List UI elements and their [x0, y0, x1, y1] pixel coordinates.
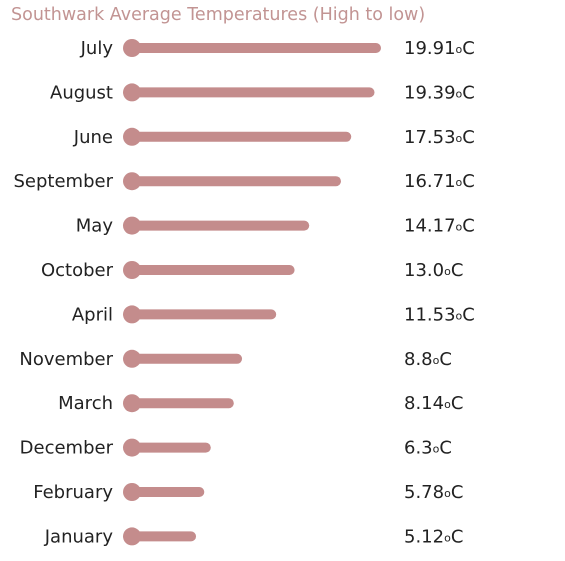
- category-label-july: July: [80, 38, 114, 59]
- value-number: 8.14: [404, 393, 444, 414]
- value-label-october: 13.0oC: [404, 260, 463, 281]
- category-label-august: August: [50, 82, 113, 103]
- value-number: 19.91: [404, 38, 456, 59]
- value-number: 19.39: [404, 82, 456, 103]
- value-number: 5.78: [404, 482, 444, 503]
- degree-symbol: o: [444, 487, 451, 500]
- value-label-august: 19.39oC: [404, 82, 475, 103]
- value-number: 16.71: [404, 171, 456, 192]
- degree-symbol: o: [456, 309, 463, 322]
- bar-dot-december: [123, 438, 141, 457]
- value-label-november: 8.8oC: [404, 349, 452, 370]
- bar-march: [132, 398, 234, 409]
- degree-symbol: o: [444, 265, 451, 278]
- degree-symbol: o: [456, 176, 463, 189]
- category-label-may: May: [76, 216, 114, 237]
- value-number: 6.3: [404, 438, 433, 459]
- bar-june: [132, 131, 352, 142]
- unit-letter: C: [462, 171, 475, 192]
- category-label-december: December: [20, 438, 114, 459]
- bar-dot-july: [123, 39, 141, 57]
- category-label-february: February: [33, 482, 113, 503]
- bar-dot-august: [123, 83, 141, 102]
- unit-letter: C: [462, 38, 475, 59]
- value-label-july: 19.91oC: [404, 38, 475, 59]
- degree-symbol: o: [444, 398, 451, 411]
- category-label-october: October: [41, 260, 114, 281]
- category-label-september: September: [14, 171, 114, 192]
- category-label-november: November: [19, 349, 113, 370]
- value-number: 8.8: [404, 349, 433, 370]
- bar-february: [132, 487, 205, 497]
- bar-november: [132, 353, 243, 364]
- bar-dot-may: [123, 216, 141, 235]
- value-label-september: 16.71oC: [404, 171, 475, 192]
- degree-symbol: o: [433, 354, 440, 367]
- unit-letter: C: [439, 438, 452, 459]
- bar-april: [132, 309, 277, 320]
- bar-dot-october: [123, 261, 141, 279]
- unit-letter: C: [462, 82, 475, 103]
- bar-july: [132, 43, 381, 53]
- degree-symbol: o: [456, 221, 463, 234]
- bar-january: [132, 531, 197, 542]
- unit-letter: C: [462, 216, 475, 237]
- chart-title: Southwark Average Temperatures (High to …: [11, 5, 426, 25]
- value-label-february: 5.78oC: [404, 482, 463, 503]
- value-label-december: 6.3oC: [404, 438, 452, 459]
- bar-may: [132, 220, 310, 231]
- bar-december: [132, 442, 211, 453]
- value-label-january: 5.12oC: [404, 526, 463, 547]
- category-label-january: January: [44, 526, 114, 547]
- unit-letter: C: [451, 260, 464, 281]
- bar-dot-january: [123, 527, 141, 546]
- value-number: 17.53: [404, 127, 456, 148]
- value-number: 14.17: [404, 216, 456, 237]
- bar-august: [132, 87, 375, 98]
- bar-dot-february: [123, 483, 141, 501]
- value-number: 13.0: [404, 260, 444, 281]
- unit-letter: C: [439, 349, 452, 370]
- unit-letter: C: [462, 127, 475, 148]
- unit-letter: C: [451, 482, 464, 503]
- degree-symbol: o: [456, 43, 463, 56]
- degree-symbol: o: [456, 87, 463, 100]
- category-label-march: March: [58, 393, 113, 414]
- value-label-june: 17.53oC: [404, 127, 475, 148]
- value-number: 5.12: [404, 526, 444, 547]
- category-label-june: June: [73, 127, 113, 148]
- bar-dot-april: [123, 305, 141, 324]
- bar-dot-september: [123, 172, 141, 191]
- degree-symbol: o: [456, 132, 463, 145]
- bar-dot-november: [123, 349, 141, 368]
- value-number: 11.53: [404, 304, 456, 325]
- category-label-april: April: [72, 304, 113, 325]
- bar-october: [132, 265, 295, 275]
- bar-september: [132, 176, 341, 187]
- unit-letter: C: [462, 304, 475, 325]
- value-label-may: 14.17oC: [404, 216, 475, 237]
- bar-dot-march: [123, 394, 141, 413]
- degree-symbol: o: [433, 443, 440, 456]
- value-label-march: 8.14oC: [404, 393, 463, 414]
- bar-dot-june: [123, 127, 141, 146]
- degree-symbol: o: [444, 531, 451, 544]
- unit-letter: C: [451, 526, 464, 547]
- unit-letter: C: [451, 393, 464, 414]
- value-label-april: 11.53oC: [404, 304, 475, 325]
